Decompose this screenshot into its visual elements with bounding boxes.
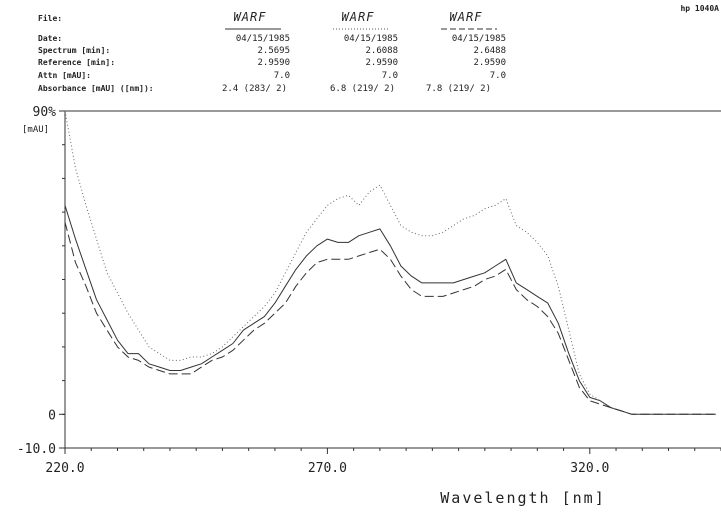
col3-absorbance: 7.8 (219/ 2) — [426, 84, 492, 94]
col1-reference: 2.9590 — [257, 58, 290, 68]
y-tick-label: 90% — [33, 105, 57, 120]
col2-date: 04/15/1985 — [343, 34, 398, 44]
chart-labels: 90% 0 -10.0 220.0 270.0 320.0 [mAU] Wavelength … — [17, 105, 610, 507]
y-axis-label: [mAU] — [22, 125, 49, 135]
col1-file: WARF — [233, 10, 267, 24]
file-label: File: — [38, 14, 63, 23]
col1-absorbance: 2.4 (283/ 2) — [222, 84, 288, 94]
col1-date: 04/15/1985 — [235, 34, 290, 44]
col2-spectrum: 2.6088 — [365, 46, 398, 56]
col2-absorbance: 6.8 (219/ 2) — [330, 84, 396, 94]
x-tick-label: 320.0 — [570, 461, 609, 476]
reference-label: Reference [min]: — [38, 58, 116, 67]
col3-reference: 2.9590 — [473, 58, 506, 68]
col2-reference: 2.9590 — [365, 58, 398, 68]
col2-file: WARF — [341, 10, 375, 24]
col2-attn: 7.0 — [381, 71, 398, 81]
series-line-dotted — [64, 110, 716, 415]
x-tick-label: 270.0 — [308, 461, 347, 476]
col3-attn: 7.0 — [489, 71, 506, 81]
col1-legend-solid — [225, 28, 281, 30]
chart-series — [64, 110, 716, 415]
y-tick-label: 0 — [48, 408, 56, 423]
attn-label: Attn [mAU]: — [38, 71, 91, 80]
absorbance-label: Absorbance [mAU] ([nm]): — [38, 84, 154, 93]
x-axis-label: Wavelength [nm] — [440, 489, 605, 507]
date-label: Date: — [38, 34, 63, 43]
chart-ticks — [59, 110, 721, 454]
series-line-dashed — [64, 222, 716, 415]
col3-legend-dashed — [441, 28, 497, 30]
series-line-solid — [64, 205, 716, 415]
col2-legend-dotted — [333, 28, 389, 30]
col3-file: WARF — [449, 10, 483, 24]
col3-spectrum: 2.6488 — [473, 46, 506, 56]
col1-attn: 7.0 — [273, 71, 290, 81]
spectrum-label: Spectrum [min]: — [38, 46, 111, 55]
x-tick-label: 220.0 — [45, 461, 84, 476]
col3-date: 04/15/1985 — [451, 34, 506, 44]
col1-spectrum: 2.5695 — [257, 46, 290, 56]
instrument-brand: hp 1040A — [680, 4, 719, 13]
y-tick-label: -10.0 — [17, 442, 56, 457]
chart-axes — [60, 110, 721, 449]
